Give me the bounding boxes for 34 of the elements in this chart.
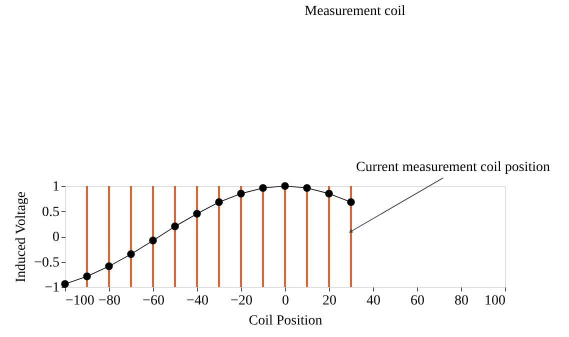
x-tick-label: −20 xyxy=(230,294,252,308)
x-tick-label: 100 xyxy=(484,294,506,308)
y-axis-title: Induced Voltage xyxy=(14,192,30,282)
point xyxy=(149,236,157,244)
annotation: Current measurement coil position xyxy=(356,160,550,175)
point xyxy=(259,184,267,192)
point xyxy=(171,222,179,230)
x-tick-label: 60 xyxy=(410,294,424,308)
point xyxy=(193,210,201,218)
point xyxy=(83,272,91,280)
point xyxy=(303,184,311,192)
x-tick-label: 80 xyxy=(454,294,468,308)
point xyxy=(325,190,333,198)
x-tick-label: 40 xyxy=(366,294,380,308)
y-tick-label: 0.5 xyxy=(42,204,60,220)
x-axis-title: Coil Position xyxy=(248,314,322,328)
x-tick-label: 20 xyxy=(322,294,336,308)
y-tick-label: −1 xyxy=(44,280,60,296)
point xyxy=(127,250,135,258)
point xyxy=(61,280,69,288)
point xyxy=(281,182,289,190)
x-tick-label: 0 xyxy=(282,294,289,308)
x-tick-label: −80 xyxy=(98,294,120,308)
x-tick-label: −60 xyxy=(142,294,164,308)
point xyxy=(105,262,113,270)
point xyxy=(215,198,223,206)
point xyxy=(347,198,355,206)
y-tick-label: 1 xyxy=(52,180,60,194)
point xyxy=(237,190,245,198)
text: Measurement coil xyxy=(304,4,406,19)
x-tick-label: −40 xyxy=(186,294,208,308)
y-tick-label: −0.5 xyxy=(34,255,60,270)
y-tick-label: 0 xyxy=(52,230,60,245)
x-tick-label: −100 xyxy=(66,294,94,308)
